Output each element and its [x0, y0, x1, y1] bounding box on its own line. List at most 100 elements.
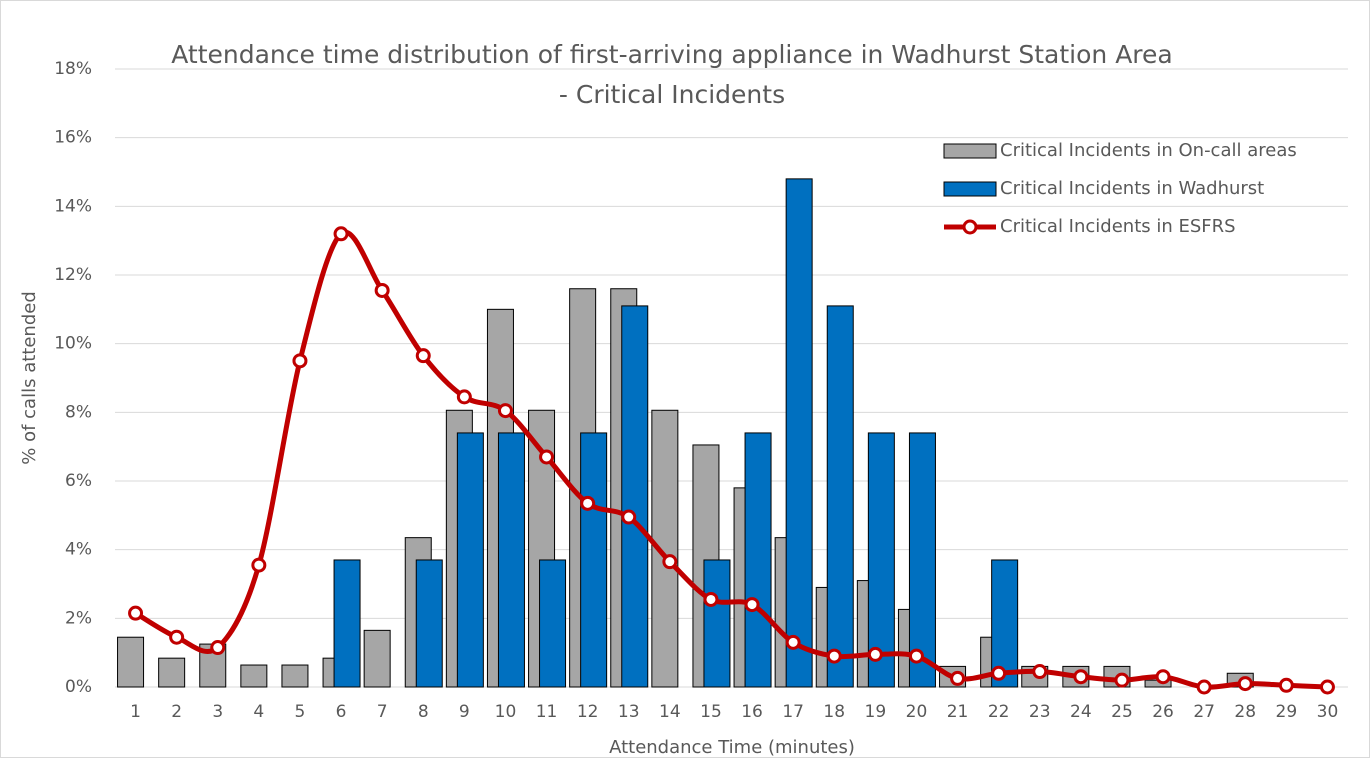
legend-swatch — [943, 143, 997, 159]
x-tick-label: 14 — [659, 702, 681, 722]
x-tick-label: 15 — [700, 702, 722, 722]
bar — [415, 559, 443, 688]
x-tick-label: 11 — [536, 702, 558, 722]
chart-title: Attendance time distribution of first-ar… — [171, 40, 1172, 69]
line-marker — [580, 495, 596, 511]
line-marker — [210, 640, 226, 656]
x-tick-label: 25 — [1111, 702, 1133, 722]
line-marker — [539, 449, 555, 465]
x-tick-label: 10 — [495, 702, 517, 722]
x-tick-label: 26 — [1152, 702, 1174, 722]
x-tick-label: 27 — [1193, 702, 1215, 722]
x-tick-label: 17 — [782, 702, 804, 722]
y-tick-label: 12% — [54, 265, 92, 285]
x-tick-label: 12 — [577, 702, 599, 722]
line-marker — [1073, 669, 1089, 685]
line-marker — [292, 353, 308, 369]
line-marker — [1032, 664, 1048, 680]
y-axis-label: % of calls attended — [19, 291, 40, 464]
bar — [908, 432, 936, 688]
line-marker — [950, 670, 966, 686]
line-marker — [867, 646, 883, 662]
y-tick-label: 0% — [65, 677, 92, 697]
x-axis-label: Attendance Time (minutes) — [609, 737, 855, 758]
bar — [785, 178, 813, 688]
line-marker — [908, 648, 924, 664]
x-tick-label: 6 — [336, 702, 347, 722]
x-tick-label: 1 — [130, 702, 141, 722]
bar — [158, 657, 186, 688]
x-tick-label: 7 — [377, 702, 388, 722]
x-tick-label: 30 — [1317, 702, 1339, 722]
x-tick-label: 5 — [295, 702, 306, 722]
x-tick-label: 20 — [906, 702, 928, 722]
chart-title: - Critical Incidents — [559, 80, 785, 109]
bar — [580, 432, 608, 688]
line-marker — [744, 597, 760, 613]
x-tick-label: 23 — [1029, 702, 1051, 722]
line-marker — [1237, 676, 1253, 692]
x-tick-label: 18 — [823, 702, 845, 722]
line-marker — [456, 389, 472, 405]
bar — [621, 305, 649, 688]
line-marker — [1196, 679, 1212, 695]
bar — [497, 432, 525, 688]
line-marker — [1155, 669, 1171, 685]
y-tick-label: 8% — [65, 402, 92, 422]
x-tick-label: 4 — [253, 702, 264, 722]
bar — [991, 559, 1019, 688]
bar — [240, 664, 268, 688]
line-marker — [374, 282, 390, 298]
y-tick-label: 2% — [65, 608, 92, 628]
line-marker — [1278, 677, 1294, 693]
bar — [456, 432, 484, 688]
x-tick-label: 9 — [459, 702, 470, 722]
line-marker — [826, 648, 842, 664]
bar — [281, 664, 309, 688]
line-marker — [662, 554, 678, 570]
line-marker — [251, 557, 267, 573]
legend-label: Critical Incidents in ESFRS — [1000, 216, 1236, 237]
line-marker — [785, 634, 801, 650]
x-tick-label: 8 — [418, 702, 429, 722]
legend-swatch — [962, 219, 978, 235]
legend-label: Critical Incidents in On-call areas — [1000, 140, 1297, 161]
bar — [826, 305, 854, 688]
x-tick-label: 19 — [865, 702, 887, 722]
bar — [333, 559, 361, 688]
x-tick-label: 24 — [1070, 702, 1092, 722]
line-marker — [497, 403, 513, 419]
y-tick-label: 14% — [54, 196, 92, 216]
legend-label: Critical Incidents in Wadhurst — [1000, 178, 1264, 199]
x-tick-label: 29 — [1276, 702, 1298, 722]
y-tick-label: 10% — [54, 334, 92, 354]
bar — [867, 432, 895, 688]
x-tick-label: 28 — [1234, 702, 1256, 722]
bar — [117, 636, 145, 688]
x-tick-label: 3 — [212, 702, 223, 722]
x-tick-label: 21 — [947, 702, 969, 722]
x-tick-label: 16 — [741, 702, 763, 722]
bar — [539, 559, 567, 688]
line-marker — [1114, 672, 1130, 688]
legend-swatch — [943, 181, 997, 197]
line-marker — [333, 226, 349, 242]
x-tick-label: 2 — [171, 702, 182, 722]
line-marker — [169, 629, 185, 645]
line-marker — [415, 348, 431, 364]
line-marker — [621, 509, 637, 525]
bar — [744, 432, 772, 688]
x-tick-label: 22 — [988, 702, 1010, 722]
x-tick-label: 13 — [618, 702, 640, 722]
y-tick-label: 18% — [54, 59, 92, 79]
y-tick-label: 6% — [65, 471, 92, 491]
y-tick-label: 16% — [54, 128, 92, 148]
line-marker — [991, 665, 1007, 681]
bar — [703, 559, 731, 688]
bar — [363, 629, 391, 688]
line-marker — [1319, 679, 1335, 695]
y-tick-label: 4% — [65, 540, 92, 560]
line-marker — [703, 591, 719, 607]
line-marker — [128, 605, 144, 621]
